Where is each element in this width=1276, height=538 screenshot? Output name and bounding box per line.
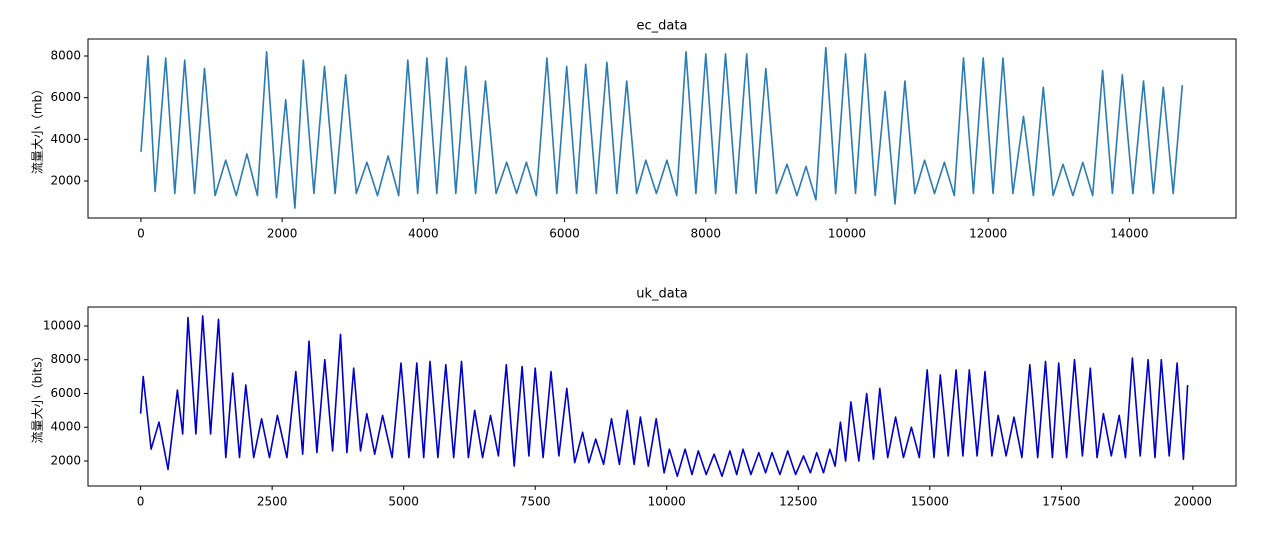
x-tick-label: 2000	[267, 227, 298, 241]
x-tick-label: 4000	[408, 227, 439, 241]
x-tick-label: 10000	[828, 227, 866, 241]
x-tick-label: 6000	[549, 227, 580, 241]
chart-title: uk_data	[636, 287, 688, 302]
x-tick-label: 2500	[257, 495, 288, 509]
y-axis-label: 流量大小（bits）	[31, 350, 45, 444]
x-tick-label: 7500	[520, 495, 551, 509]
x-tick-label: 0	[137, 227, 145, 241]
x-tick-label: 20000	[1174, 495, 1212, 509]
x-tick-label: 17500	[1042, 495, 1080, 509]
x-tick-label: 10000	[648, 495, 686, 509]
y-axis-label: 流量大小（mb）	[31, 83, 45, 174]
chart-title: ec_data	[637, 19, 688, 34]
plot-frame	[87, 38, 1237, 219]
line-series	[139, 315, 1189, 477]
y-tick-label: 4000	[50, 132, 81, 146]
y-tick-label: 2000	[50, 453, 81, 467]
x-tick-label: 8000	[691, 227, 722, 241]
y-tick-label: 8000	[50, 49, 81, 63]
x-tick-label: 0	[137, 495, 145, 509]
y-tick-label: 6000	[50, 386, 81, 400]
x-tick-label: 12500	[779, 495, 817, 509]
y-tick-label: 2000	[50, 174, 81, 188]
y-tick-label: 8000	[50, 352, 81, 366]
plot-frame	[87, 306, 1237, 487]
line-series	[140, 46, 1184, 209]
x-tick-label: 14000	[1110, 227, 1148, 241]
x-tick-label: 15000	[911, 495, 949, 509]
y-tick-label: 10000	[43, 319, 81, 333]
y-tick-label: 6000	[50, 90, 81, 104]
y-tick-label: 4000	[50, 420, 81, 434]
x-tick-label: 12000	[969, 227, 1007, 241]
x-tick-label: 5000	[388, 495, 419, 509]
